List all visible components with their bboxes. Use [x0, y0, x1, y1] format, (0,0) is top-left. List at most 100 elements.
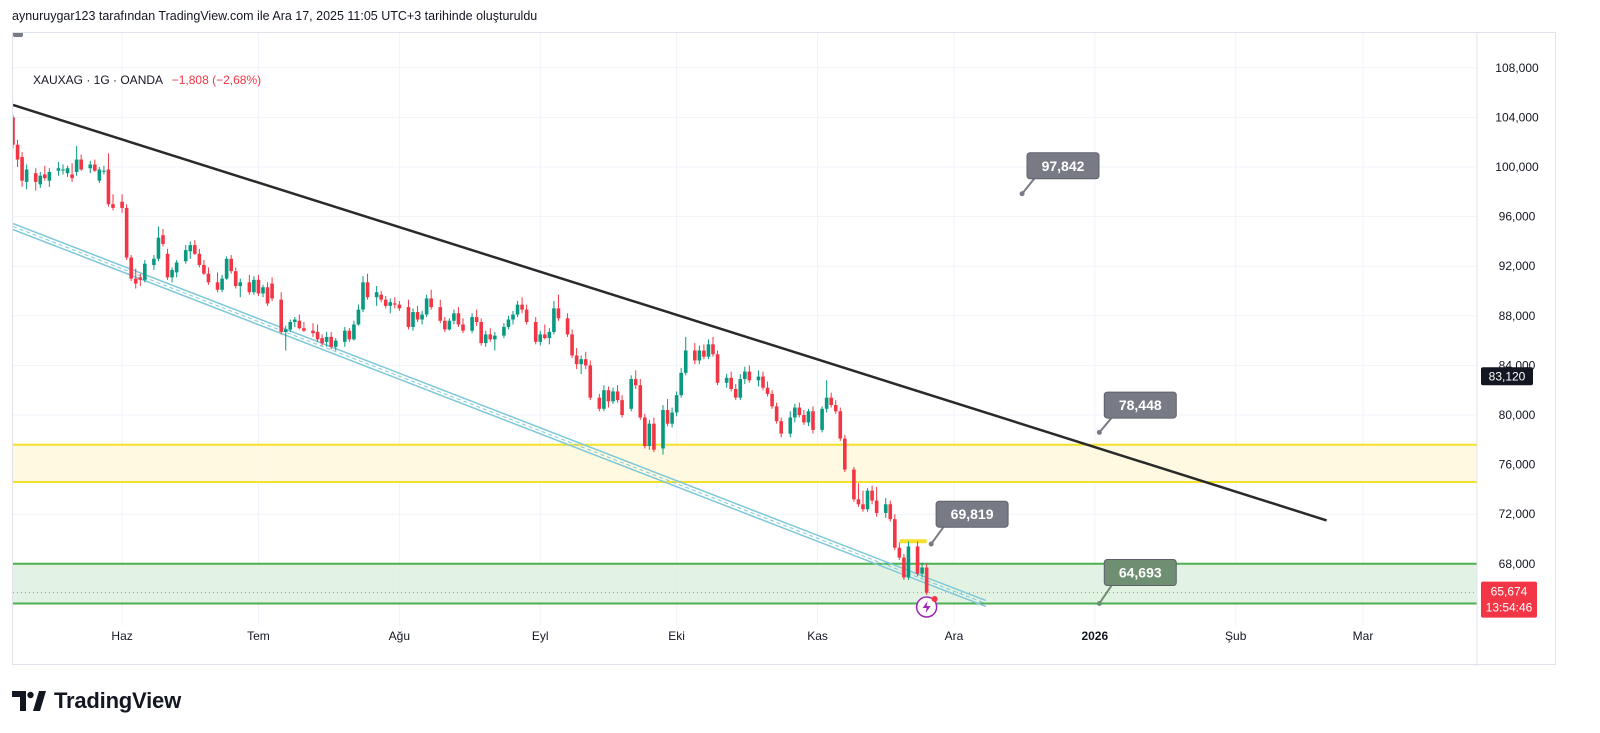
- candle-body: [452, 313, 456, 321]
- candle-body: [429, 298, 433, 308]
- x-tick-label: Haz: [111, 629, 132, 643]
- callout-value: 97,842: [1042, 158, 1085, 174]
- candle-body: [661, 410, 665, 449]
- candle-body: [461, 324, 465, 331]
- current-price-tag: 65,674: [1491, 585, 1528, 599]
- candle-body: [93, 164, 97, 171]
- candle-body: [552, 308, 556, 332]
- candle-body: [488, 334, 493, 340]
- candle-body: [629, 379, 633, 409]
- candle-body: [888, 504, 893, 520]
- candle-body: [79, 159, 83, 170]
- callout-value: 64,693: [1119, 564, 1162, 580]
- x-tick-label: 2026: [1081, 629, 1108, 643]
- candle-body: [65, 168, 70, 174]
- callout-pointer: [1098, 416, 1114, 434]
- callout-pointer: [930, 525, 945, 545]
- candle-body: [547, 331, 552, 339]
- descending-trendline: [13, 103, 1328, 522]
- candle-body: [365, 282, 370, 298]
- green-zone: [13, 563, 1477, 604]
- candle-body: [415, 312, 420, 320]
- candle-body: [811, 411, 815, 430]
- candle-body: [124, 207, 129, 258]
- candle-body: [70, 174, 74, 179]
- candle-body: [602, 390, 606, 409]
- drawings-layer: [13, 103, 1328, 608]
- candle-body: [24, 169, 29, 182]
- candle-body: [579, 359, 583, 365]
- callout-box: [1103, 558, 1177, 586]
- zones-layer: [13, 443, 1477, 605]
- candle-body: [797, 407, 802, 415]
- candle-body: [324, 336, 329, 342]
- callout-anchor-dot: [1096, 600, 1102, 606]
- candle-body: [33, 173, 38, 182]
- candle-body: [224, 258, 229, 279]
- candle-body: [679, 372, 683, 396]
- candle-body: [533, 322, 538, 342]
- tradingview-brand[interactable]: TradingView: [12, 688, 181, 714]
- candle-body: [906, 546, 911, 578]
- candle-body: [520, 304, 524, 310]
- candle-body: [597, 397, 602, 409]
- candle-body: [820, 408, 824, 430]
- candle-body: [743, 371, 747, 380]
- candle-body: [506, 319, 511, 327]
- candle-body: [702, 350, 706, 357]
- y-tick-label: 68,000: [1499, 557, 1536, 571]
- candle-body: [302, 328, 306, 331]
- candle-body: [188, 245, 193, 252]
- symbol-legend[interactable]: XAUXAG · 1G · OANDA −1,808 (−2,68%): [33, 73, 261, 87]
- candle-body: [747, 371, 752, 381]
- candle-body: [215, 282, 220, 290]
- candle-body: [311, 330, 315, 334]
- y-tick-label: 72,000: [1499, 507, 1536, 521]
- candle-body: [293, 319, 297, 322]
- candle-body: [256, 279, 261, 294]
- tradingview-logo-icon: [12, 691, 46, 711]
- y-tick-label: 104,000: [1495, 110, 1539, 124]
- candle-body: [920, 567, 924, 574]
- candle-body: [229, 258, 233, 272]
- candle-body: [174, 262, 179, 273]
- candle-body: [183, 250, 188, 262]
- candle-body: [897, 547, 902, 558]
- candle-body: [247, 282, 252, 293]
- candle-body: [756, 376, 761, 381]
- channel-upper-line: [13, 222, 986, 602]
- candle-body: [270, 283, 274, 299]
- candle-body: [693, 350, 697, 361]
- callout-pointer: [1021, 177, 1036, 195]
- candle-body: [143, 263, 147, 280]
- candle-body: [129, 257, 133, 279]
- candle-body: [606, 390, 611, 402]
- candle-body: [833, 405, 838, 412]
- candle-body: [102, 170, 106, 172]
- grid-layer: [13, 33, 1477, 626]
- candle-body: [20, 157, 24, 181]
- scroll-marker: [13, 33, 23, 37]
- x-tick-label: Mar: [1353, 629, 1374, 643]
- candle-body: [765, 387, 770, 394]
- callout-box: [935, 500, 1009, 528]
- y-tick-label: 80,000: [1499, 408, 1536, 422]
- price-labels-layer: 97,842 78,448 69,819 64,693: [915, 152, 1177, 618]
- candle-body: [829, 397, 833, 406]
- candle-body: [111, 204, 115, 208]
- candle-body: [474, 317, 479, 322]
- x-tick-label: Eki: [668, 629, 685, 643]
- candle-body: [397, 304, 402, 309]
- candle-body: [870, 490, 874, 501]
- candle-body: [683, 350, 688, 373]
- symbol-line[interactable]: XAUXAG · 1G · OANDA: [33, 73, 163, 87]
- candle-body: [424, 298, 429, 315]
- candle-body: [538, 334, 543, 342]
- chart-frame[interactable]: 97,842 78,448 69,819 64,693 108,000 104,000 1…: [12, 32, 1557, 666]
- candle-body: [565, 318, 570, 335]
- callout-value: 69,819: [951, 506, 994, 522]
- callout-pointer: [1098, 583, 1114, 605]
- candle-body: [61, 169, 65, 171]
- candle-body: [297, 320, 302, 329]
